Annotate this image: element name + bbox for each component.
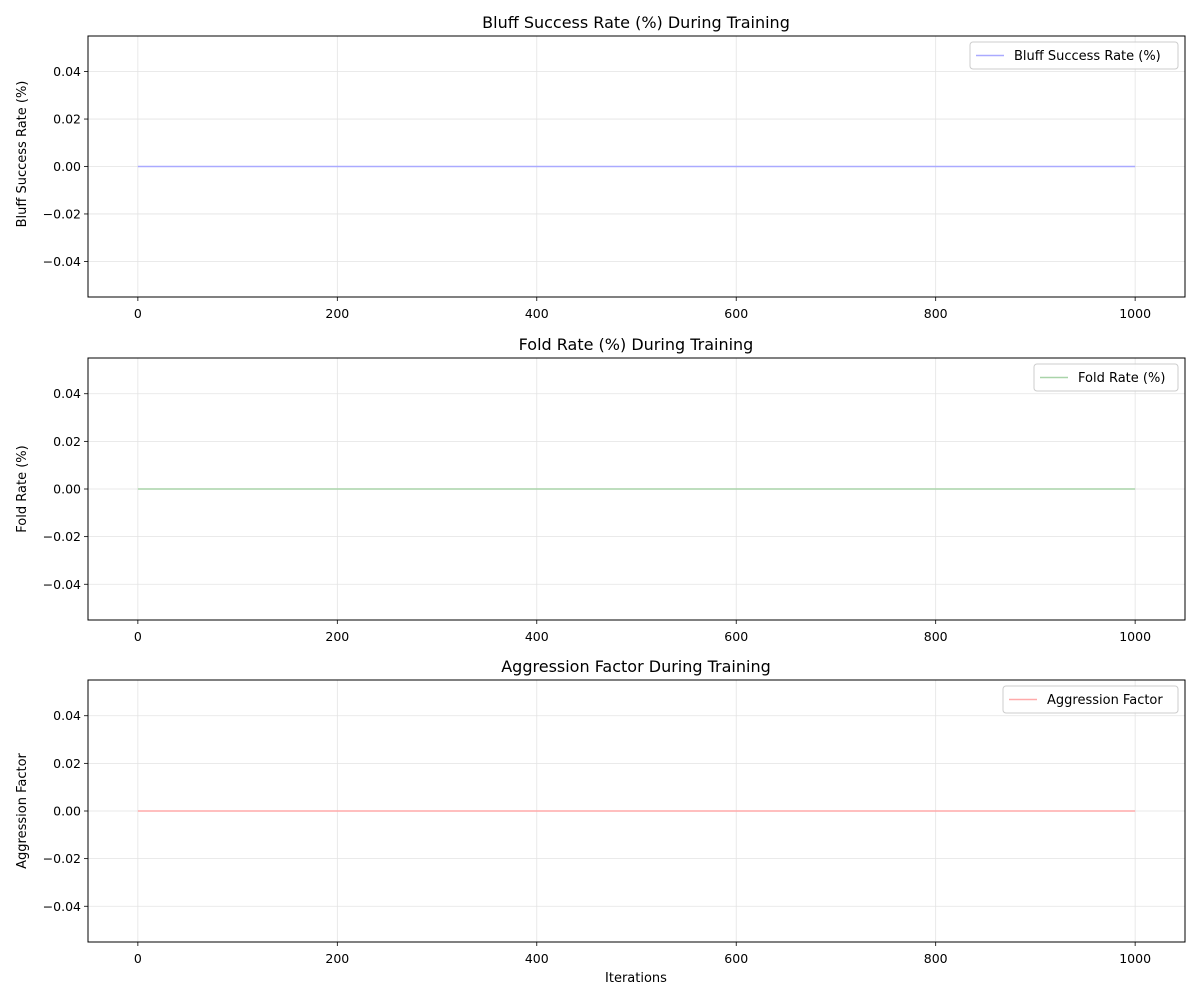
x-tick-label: 600 xyxy=(724,306,748,321)
x-tick-label: 1000 xyxy=(1119,306,1151,321)
subplot-fold-rate: Fold Rate (%) During Training Fold Rate … xyxy=(15,335,1186,644)
x-tick-label: 800 xyxy=(924,306,948,321)
y-tick-label: 0.00 xyxy=(53,482,81,497)
y-axis-label: Bluff Success Rate (%) xyxy=(15,81,30,228)
subplot-bluff-success-rate: Bluff Success Rate (%) During Training B… xyxy=(15,13,1186,321)
y-tick-label: −0.02 xyxy=(43,851,81,866)
x-tick-label: 800 xyxy=(924,629,948,644)
y-tick-label: 0.02 xyxy=(53,756,81,771)
y-tick-label: −0.02 xyxy=(43,529,81,544)
y-tick-label: 0.00 xyxy=(53,159,81,174)
x-tick-label: 800 xyxy=(924,951,948,966)
y-tick-label: −0.04 xyxy=(43,899,81,914)
legend-box xyxy=(1002,685,1179,714)
legend: Aggression Factor xyxy=(1002,685,1179,714)
legend: Bluff Success Rate (%) xyxy=(969,41,1179,70)
legend-label: Bluff Success Rate (%) xyxy=(1014,49,1161,64)
y-tick-label: 0.02 xyxy=(53,112,81,127)
y-tick-label: 0.04 xyxy=(53,64,81,79)
y-tick-label: 0.00 xyxy=(53,804,81,819)
x-axis-label: Iterations xyxy=(605,971,667,986)
subplot-aggression-factor: Aggression Factor During Training Aggres… xyxy=(15,657,1186,986)
x-tick-label: 1000 xyxy=(1119,629,1151,644)
subplot-title: Aggression Factor During Training xyxy=(501,657,771,676)
y-tick-label: −0.04 xyxy=(43,254,81,269)
y-tick-label: −0.04 xyxy=(43,577,81,592)
x-tick-label: 600 xyxy=(724,629,748,644)
y-tick-label: 0.04 xyxy=(53,708,81,723)
x-tick-label: 0 xyxy=(134,951,142,966)
x-tick-label: 400 xyxy=(525,306,549,321)
legend-label: Aggression Factor xyxy=(1047,693,1163,708)
legend: Fold Rate (%) xyxy=(1033,363,1179,392)
y-axis-label: Fold Rate (%) xyxy=(15,445,30,532)
x-tick-label: 200 xyxy=(325,629,349,644)
subplot-title: Fold Rate (%) During Training xyxy=(519,335,754,354)
x-tick-label: 1000 xyxy=(1119,951,1151,966)
y-tick-label: 0.04 xyxy=(53,386,81,401)
x-tick-label: 0 xyxy=(134,629,142,644)
y-tick-label: 0.02 xyxy=(53,434,81,449)
x-tick-label: 400 xyxy=(525,951,549,966)
x-tick-label: 400 xyxy=(525,629,549,644)
legend-box xyxy=(969,41,1179,70)
x-tick-label: 0 xyxy=(134,306,142,321)
legend-box xyxy=(1033,363,1179,392)
y-tick-label: −0.02 xyxy=(43,206,81,221)
legend-label: Fold Rate (%) xyxy=(1078,371,1165,386)
x-tick-label: 200 xyxy=(325,306,349,321)
x-tick-label: 200 xyxy=(325,951,349,966)
subplot-title: Bluff Success Rate (%) During Training xyxy=(482,13,790,32)
y-axis-label: Aggression Factor xyxy=(15,752,30,868)
x-tick-label: 600 xyxy=(724,951,748,966)
